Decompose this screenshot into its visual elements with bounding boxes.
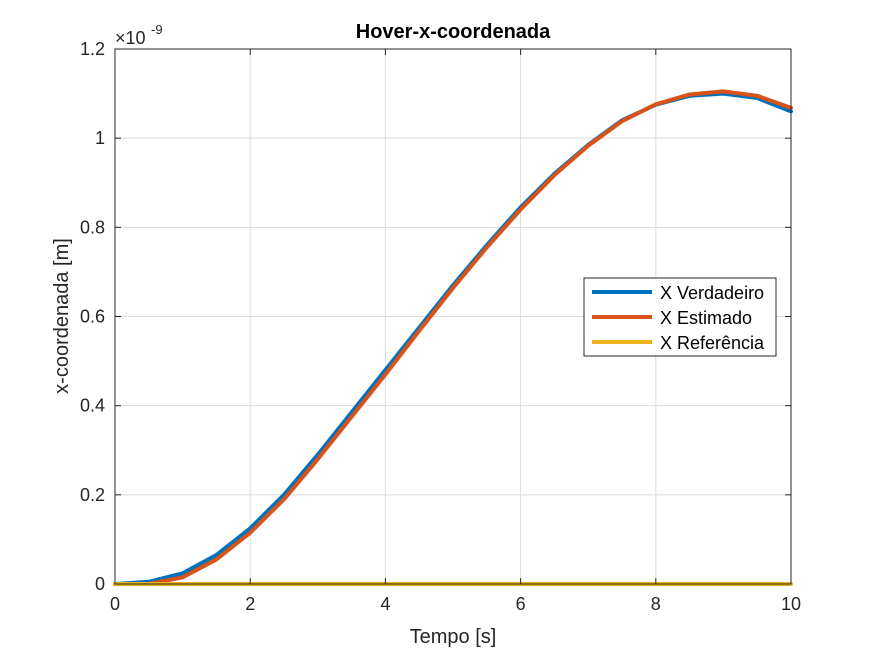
y-tick-label: 1.2 xyxy=(80,39,105,59)
legend: X Verdadeiro X Estimado X Referência xyxy=(583,277,777,357)
legend-label-series-2: X Estimado xyxy=(660,308,752,328)
chart-title: Hover-x-coordenada xyxy=(356,21,551,43)
y-exponent-base: ×10 xyxy=(115,28,146,48)
legend-label-series-1: X Verdadeiro xyxy=(660,283,764,303)
y-tick-label: 1 xyxy=(95,128,105,148)
series-line-2 xyxy=(113,89,793,586)
y-exponent-power: -9 xyxy=(151,22,163,37)
x-axis-label: Tempo [s] xyxy=(410,626,497,648)
legend-label-series-3: X Referência xyxy=(660,333,765,353)
y-tick-label: 0 xyxy=(95,574,105,594)
y-tick-label: 0.4 xyxy=(80,396,105,416)
x-tick-label: 10 xyxy=(781,594,801,614)
x-tick-label: 6 xyxy=(516,594,526,614)
y-tick-label: 0.6 xyxy=(80,307,105,327)
x-tick-label: 0 xyxy=(110,594,120,614)
x-tick-label: 4 xyxy=(380,594,390,614)
y-tick-label: 0.8 xyxy=(80,217,105,237)
y-axis-label: x-coordenada [m] xyxy=(51,238,73,394)
x-tick-label: 2 xyxy=(245,594,255,614)
ticks: 0 2 4 6 8 10 0 0.2 0.4 0.6 0.8 1 1.2 xyxy=(80,39,801,614)
y-tick-label: 0.2 xyxy=(80,485,105,505)
x-tick-label: 8 xyxy=(651,594,661,614)
